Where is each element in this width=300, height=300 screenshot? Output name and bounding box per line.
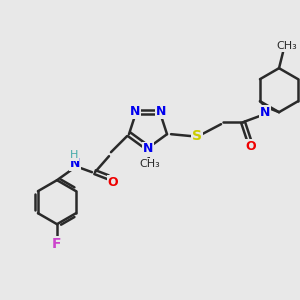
Text: S: S [192, 129, 202, 143]
Text: N: N [70, 157, 80, 170]
Text: CH₃: CH₃ [277, 41, 297, 51]
Text: N: N [260, 106, 270, 119]
Text: N: N [143, 142, 153, 155]
Text: H: H [70, 150, 78, 160]
Text: CH₃: CH₃ [140, 159, 160, 169]
Text: O: O [246, 140, 256, 153]
Text: O: O [108, 176, 118, 189]
Text: N: N [156, 105, 166, 118]
Text: N: N [130, 105, 140, 118]
Text: F: F [52, 237, 62, 251]
